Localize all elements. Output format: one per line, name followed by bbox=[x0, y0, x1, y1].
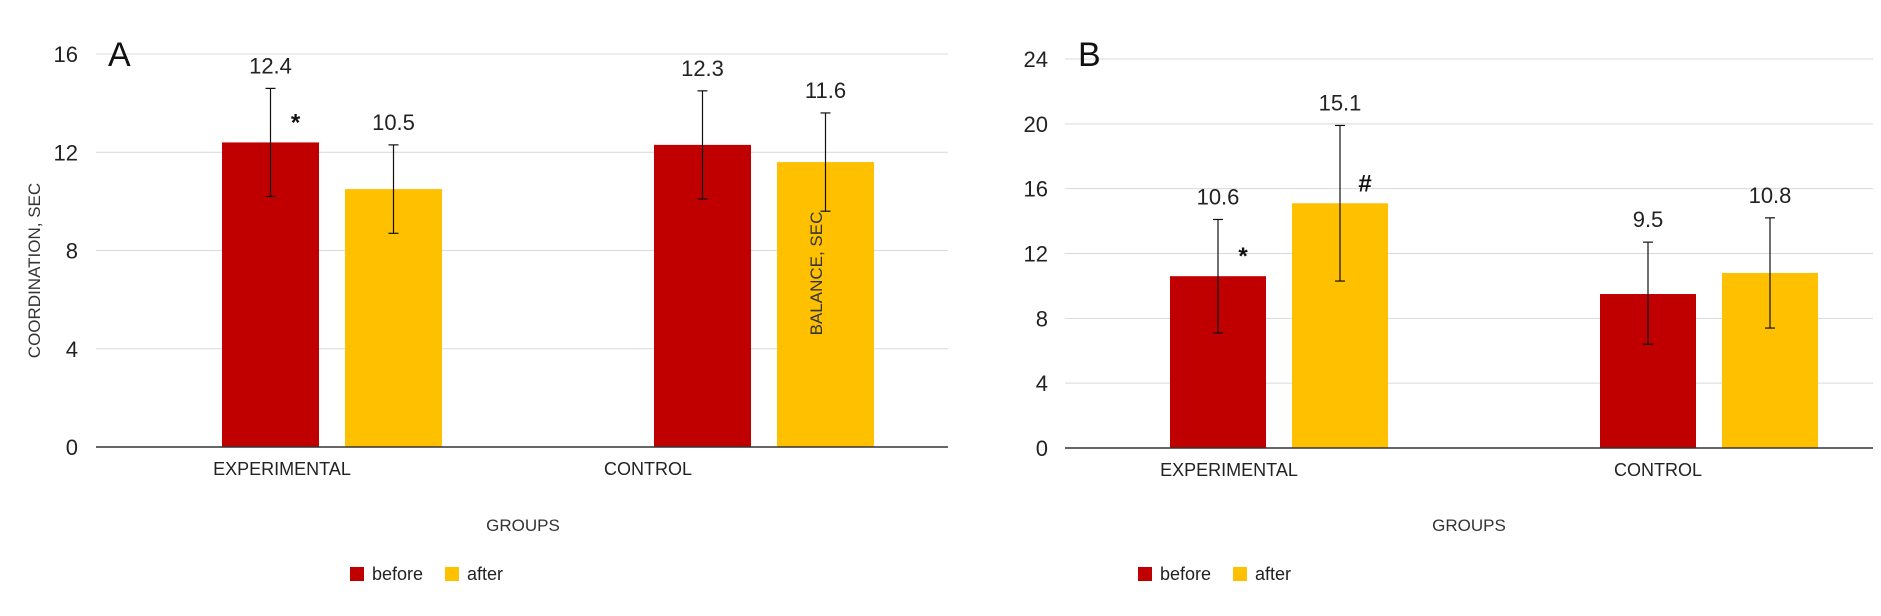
legend-swatch-before bbox=[1138, 567, 1152, 581]
legend-label-before: before bbox=[372, 564, 423, 584]
x-tick-label: EXPERIMENTAL bbox=[213, 459, 351, 479]
y-tick-label: 8 bbox=[66, 239, 78, 264]
data-label: 10.6 bbox=[1197, 184, 1240, 209]
data-label: 10.5 bbox=[372, 110, 415, 135]
y-tick-label: 0 bbox=[66, 435, 78, 460]
y-tick-label: 12 bbox=[54, 140, 78, 165]
significance-marker: * bbox=[1238, 243, 1248, 270]
data-label: 10.8 bbox=[1749, 183, 1792, 208]
data-label: 11.6 bbox=[805, 78, 846, 103]
y-tick-label: 24 bbox=[1024, 47, 1048, 72]
significance-marker: * bbox=[291, 109, 301, 136]
legend-swatch-before bbox=[350, 567, 364, 581]
significance-marker: # bbox=[1358, 170, 1371, 197]
y-tick-label: 4 bbox=[66, 337, 78, 362]
chart-panel-a: 0 4 8 12 16 A COORDINATION, SEC 12.4 * 12.3 10.5 11… bbox=[25, 36, 948, 584]
y-tick-label: 16 bbox=[54, 42, 78, 67]
x-tick-label: CONTROL bbox=[1614, 460, 1702, 480]
panel-label: B bbox=[1078, 36, 1101, 74]
y-tick-label: 20 bbox=[1024, 112, 1048, 137]
y-tick-label: 4 bbox=[1036, 371, 1048, 396]
y-axis-title: BALANCE, SEC bbox=[807, 212, 826, 336]
y-tick-label: 16 bbox=[1024, 177, 1048, 202]
data-label: 12.3 bbox=[681, 56, 724, 81]
x-tick-label: EXPERIMENTAL bbox=[1160, 460, 1298, 480]
y-tick-label: 12 bbox=[1024, 242, 1048, 267]
data-label: 9.5 bbox=[1633, 207, 1664, 232]
legend-label-after: after bbox=[1255, 564, 1291, 584]
panel-label: A bbox=[108, 36, 131, 74]
x-tick-label: CONTROL bbox=[604, 459, 692, 479]
y-tick-label: 8 bbox=[1036, 306, 1048, 331]
legend-swatch-after bbox=[1233, 567, 1247, 581]
chart-panel-b: 0 4 8 12 16 20 24 B BALANCE, SEC 10.6 * 9.5 15.1 # 10.… bbox=[807, 36, 1873, 584]
x-axis-title: GROUPS bbox=[1432, 516, 1506, 535]
data-label: 15.1 bbox=[1319, 90, 1362, 115]
x-axis-title: GROUPS bbox=[486, 516, 560, 535]
y-axis-title: COORDINATION, SEC bbox=[25, 183, 44, 358]
legend-swatch-after bbox=[445, 567, 459, 581]
legend-label-after: after bbox=[467, 564, 503, 584]
legend-label-before: before bbox=[1160, 564, 1211, 584]
y-tick-label: 0 bbox=[1036, 436, 1048, 461]
data-label: 12.4 bbox=[249, 53, 292, 78]
